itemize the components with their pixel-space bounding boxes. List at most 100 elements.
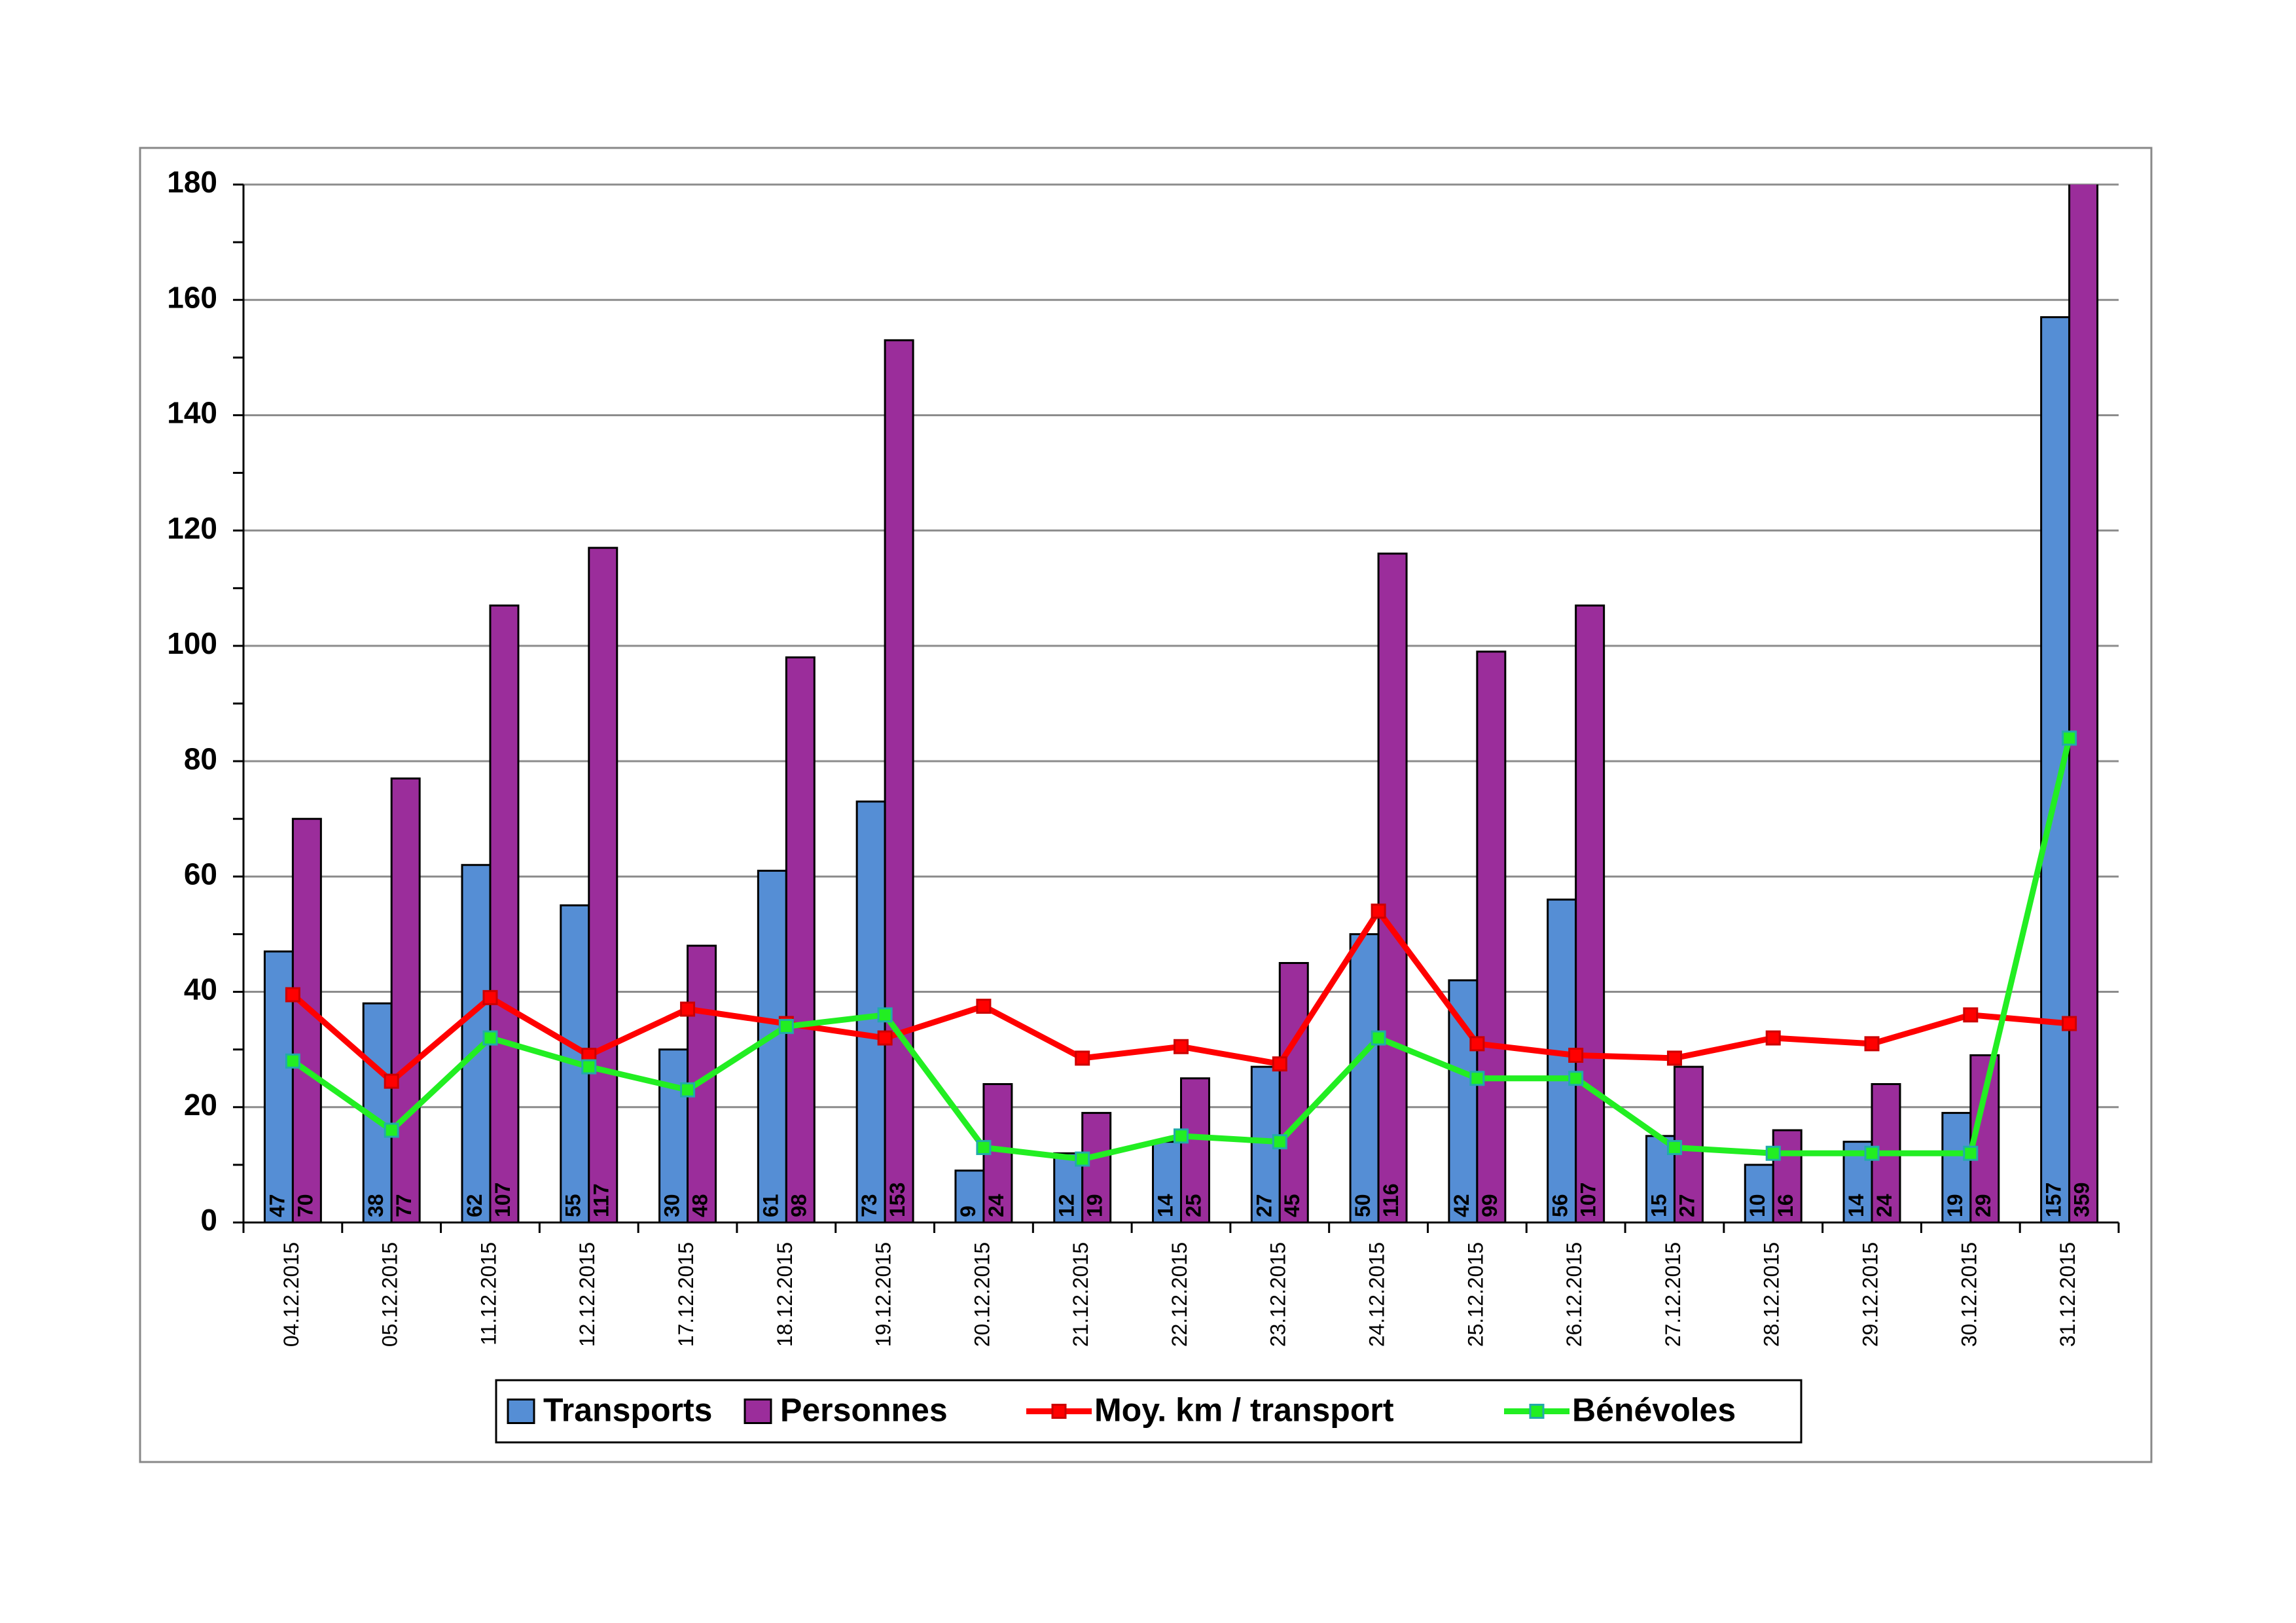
bar-value-label: 153: [886, 1183, 909, 1217]
x-tick-label: 19.12.2015: [872, 1242, 895, 1347]
bar-value-label: 30: [660, 1194, 684, 1217]
line-marker: [778, 1018, 794, 1034]
y-tick-label: 0: [200, 1203, 217, 1237]
x-tick-label: 20.12.2015: [970, 1242, 994, 1347]
bar: [658, 1048, 689, 1222]
x-tick-label: 12.12.2015: [575, 1242, 599, 1347]
bar-value-label: 77: [392, 1194, 416, 1217]
y-tick-label: 160: [167, 280, 217, 314]
bar-value-label: 29: [1971, 1194, 1995, 1217]
bar: [2040, 316, 2071, 1222]
bar-value-label: 62: [463, 1194, 486, 1217]
bar-value-label: 25: [1181, 1194, 1205, 1217]
bar-value-label: 117: [590, 1183, 613, 1217]
y-tick-label: 140: [167, 396, 217, 430]
bar-value-label: 50: [1351, 1194, 1374, 1217]
x-tick-label: 24.12.2015: [1365, 1242, 1389, 1347]
line-marker: [1174, 1128, 1189, 1144]
line-marker: [1666, 1139, 1682, 1155]
legend-label: Transports: [543, 1392, 712, 1429]
legend-marker: [1051, 1404, 1067, 1419]
bar-value-label: 19: [1083, 1194, 1107, 1217]
bar-value-label: 10: [1746, 1194, 1769, 1217]
line-marker: [2062, 1016, 2077, 1031]
chart-frame: [139, 147, 2153, 1463]
bar: [390, 777, 421, 1222]
bar: [2068, 185, 2099, 1222]
bar-value-label: 157: [2042, 1183, 2066, 1217]
bar-value-label: 56: [1549, 1194, 1572, 1217]
legend-swatch: [744, 1399, 772, 1424]
line-marker: [1864, 1036, 1880, 1052]
bar-value-label: 24: [984, 1194, 1008, 1217]
line-marker: [482, 990, 498, 1005]
line-marker: [1174, 1039, 1189, 1054]
bar-value-label: 27: [1252, 1194, 1276, 1217]
line-marker: [1272, 1056, 1287, 1072]
legend-swatch: [507, 1399, 535, 1424]
bar-value-label: 47: [265, 1194, 289, 1217]
line-marker: [482, 1030, 498, 1046]
bar-value-label: 61: [759, 1194, 782, 1217]
line-marker: [1963, 1145, 1979, 1161]
bar: [1575, 604, 1605, 1222]
legend-box: [495, 1379, 1803, 1444]
line-marker: [1075, 1151, 1090, 1167]
bar-value-label: 116: [1379, 1183, 1403, 1217]
bar-value-label: 27: [1675, 1194, 1698, 1217]
bar: [884, 339, 914, 1222]
line-marker: [1568, 1047, 1584, 1063]
x-tick-label: 28.12.2015: [1760, 1242, 1784, 1347]
x-tick-label: 11.12.2015: [476, 1242, 500, 1346]
bar-value-label: 107: [1577, 1183, 1600, 1217]
bar-value-label: 19: [1943, 1194, 1967, 1217]
bar-value-label: 42: [1450, 1194, 1473, 1217]
line-marker: [1272, 1134, 1287, 1150]
y-tick-label: 180: [167, 165, 217, 199]
x-tick-label: 18.12.2015: [773, 1242, 797, 1347]
y-tick-label: 100: [167, 626, 217, 660]
bar: [785, 656, 816, 1222]
bar: [1772, 1129, 1803, 1222]
bar: [1180, 1077, 1210, 1222]
y-tick-label: 20: [184, 1088, 217, 1122]
bar-value-label: 70: [293, 1194, 317, 1217]
x-tick-label: 30.12.2015: [1957, 1242, 1981, 1347]
line-marker: [1469, 1036, 1485, 1052]
line-marker: [680, 1082, 696, 1097]
x-tick-label: 27.12.2015: [1661, 1242, 1685, 1347]
legend-label: Bénévoles: [1572, 1392, 1736, 1429]
line-marker: [1469, 1071, 1485, 1086]
legend-marker: [1529, 1404, 1545, 1419]
bar-value-label: 107: [491, 1183, 514, 1217]
line-marker: [1864, 1145, 1880, 1161]
x-tick-label: 21.12.2015: [1069, 1242, 1092, 1347]
bar-value-label: 9: [956, 1205, 980, 1217]
legend-label: Personnes: [780, 1392, 948, 1429]
line-marker: [1765, 1145, 1781, 1161]
line-marker: [384, 1073, 399, 1089]
bar: [291, 817, 322, 1222]
y-tick-label: 40: [184, 972, 217, 1007]
line-marker: [285, 1053, 300, 1069]
x-tick-label: 17.12.2015: [674, 1242, 698, 1347]
x-tick-label: 22.12.2015: [1168, 1242, 1191, 1347]
bar: [588, 546, 619, 1222]
legend-label: Moy. km / transport: [1094, 1392, 1394, 1429]
bar: [1377, 552, 1408, 1222]
x-tick-label: 05.12.2015: [378, 1242, 402, 1347]
line-marker: [877, 1030, 893, 1046]
bar: [1349, 933, 1380, 1222]
line-marker: [877, 1007, 893, 1023]
x-tick-label: 26.12.2015: [1562, 1242, 1586, 1347]
bar-value-label: 98: [787, 1194, 810, 1217]
bar-value-label: 55: [562, 1194, 585, 1217]
x-tick-label: 25.12.2015: [1463, 1242, 1487, 1347]
line-marker: [285, 987, 300, 1003]
bar-value-label: 14: [1844, 1194, 1868, 1217]
bar-value-label: 359: [2070, 1183, 2094, 1217]
bar-value-label: 45: [1280, 1194, 1304, 1217]
line-marker: [1371, 1030, 1386, 1046]
